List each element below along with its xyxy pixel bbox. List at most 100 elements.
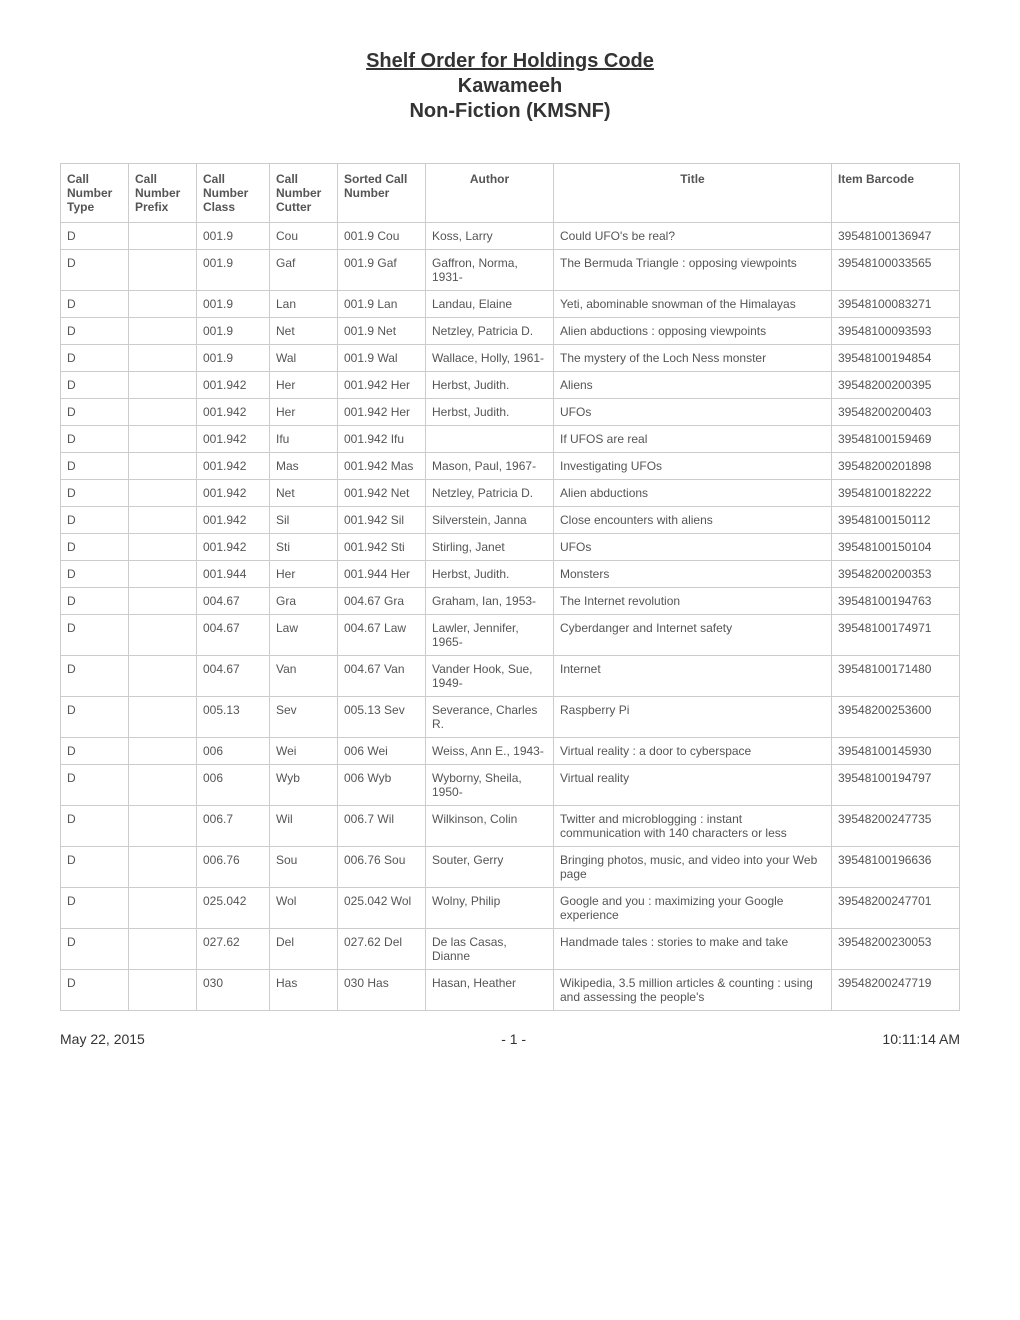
cell-title: Virtual reality xyxy=(554,765,832,806)
table-row: D001.942Sti001.942 StiStirling, JanetUFO… xyxy=(61,534,960,561)
cell-barcode: 39548100150104 xyxy=(832,534,960,561)
cell-class: 006 xyxy=(197,765,270,806)
cell-type: D xyxy=(61,345,129,372)
cell-prefix xyxy=(129,426,197,453)
cell-barcode: 39548100145930 xyxy=(832,738,960,765)
cell-type: D xyxy=(61,765,129,806)
cell-title: The Internet revolution xyxy=(554,588,832,615)
cell-title: Could UFO's be real? xyxy=(554,223,832,250)
cell-sorted: 006 Wei xyxy=(338,738,426,765)
cell-prefix xyxy=(129,765,197,806)
cell-barcode: 39548200247735 xyxy=(832,806,960,847)
cell-prefix xyxy=(129,738,197,765)
cell-barcode: 39548100194763 xyxy=(832,588,960,615)
table-row: D001.944Her001.944 HerHerbst, Judith.Mon… xyxy=(61,561,960,588)
cell-barcode: 39548200201898 xyxy=(832,453,960,480)
cell-cutter: Sti xyxy=(270,534,338,561)
cell-barcode: 39548100083271 xyxy=(832,291,960,318)
table-row: D030Has030 HasHasan, HeatherWikipedia, 3… xyxy=(61,970,960,1011)
cell-author: Vander Hook, Sue, 1949- xyxy=(426,656,554,697)
cell-sorted: 027.62 Del xyxy=(338,929,426,970)
cell-class: 001.942 xyxy=(197,426,270,453)
cell-sorted: 006 Wyb xyxy=(338,765,426,806)
cell-class: 027.62 xyxy=(197,929,270,970)
cell-author: Lawler, Jennifer, 1965- xyxy=(426,615,554,656)
cell-title: Wikipedia, 3.5 million articles & counti… xyxy=(554,970,832,1011)
cell-class: 001.9 xyxy=(197,345,270,372)
cell-author: Wolny, Philip xyxy=(426,888,554,929)
cell-type: D xyxy=(61,806,129,847)
cell-title: Alien abductions : opposing viewpoints xyxy=(554,318,832,345)
cell-type: D xyxy=(61,697,129,738)
cell-type: D xyxy=(61,561,129,588)
cell-sorted: 001.942 Mas xyxy=(338,453,426,480)
cell-prefix xyxy=(129,929,197,970)
cell-cutter: Sil xyxy=(270,507,338,534)
table-row: D006.7Wil006.7 WilWilkinson, ColinTwitte… xyxy=(61,806,960,847)
table-row: D004.67Law004.67 LawLawler, Jennifer, 19… xyxy=(61,615,960,656)
cell-sorted: 001.9 Cou xyxy=(338,223,426,250)
cell-cutter: Sou xyxy=(270,847,338,888)
cell-title: Cyberdanger and Internet safety xyxy=(554,615,832,656)
cell-title: Virtual reality : a door to cyberspace xyxy=(554,738,832,765)
cell-prefix xyxy=(129,847,197,888)
cell-title: Alien abductions xyxy=(554,480,832,507)
cell-type: D xyxy=(61,250,129,291)
cell-prefix xyxy=(129,888,197,929)
table-row: D001.9Cou001.9 CouKoss, LarryCould UFO's… xyxy=(61,223,960,250)
cell-sorted: 001.9 Net xyxy=(338,318,426,345)
cell-title: Raspberry Pi xyxy=(554,697,832,738)
cell-class: 001.9 xyxy=(197,291,270,318)
cell-barcode: 39548100194797 xyxy=(832,765,960,806)
cell-title: If UFOS are real xyxy=(554,426,832,453)
col-header-sorted: Sorted Call Number xyxy=(338,164,426,223)
cell-title: The Bermuda Triangle : opposing viewpoin… xyxy=(554,250,832,291)
cell-author: Silverstein, Janna xyxy=(426,507,554,534)
cell-sorted: 001.942 Net xyxy=(338,480,426,507)
table-row: D006Wyb006 WybWyborny, Sheila, 1950-Virt… xyxy=(61,765,960,806)
cell-title: Handmade tales : stories to make and tak… xyxy=(554,929,832,970)
cell-barcode: 39548100136947 xyxy=(832,223,960,250)
cell-barcode: 39548200200353 xyxy=(832,561,960,588)
cell-author: Netzley, Patricia D. xyxy=(426,318,554,345)
cell-author: Weiss, Ann E., 1943- xyxy=(426,738,554,765)
cell-sorted: 001.9 Gaf xyxy=(338,250,426,291)
cell-author: De las Casas, Dianne xyxy=(426,929,554,970)
cell-sorted: 006.7 Wil xyxy=(338,806,426,847)
cell-prefix xyxy=(129,372,197,399)
cell-cutter: Del xyxy=(270,929,338,970)
cell-class: 004.67 xyxy=(197,615,270,656)
col-header-class: Call Number Class xyxy=(197,164,270,223)
cell-barcode: 39548200200403 xyxy=(832,399,960,426)
col-header-author: Author xyxy=(426,164,554,223)
cell-barcode: 39548100159469 xyxy=(832,426,960,453)
col-header-title: Title xyxy=(554,164,832,223)
cell-title: Internet xyxy=(554,656,832,697)
cell-barcode: 39548200230053 xyxy=(832,929,960,970)
cell-author: Netzley, Patricia D. xyxy=(426,480,554,507)
cell-type: D xyxy=(61,615,129,656)
cell-cutter: Wal xyxy=(270,345,338,372)
cell-type: D xyxy=(61,847,129,888)
cell-barcode: 39548100171480 xyxy=(832,656,960,697)
cell-barcode: 39548100093593 xyxy=(832,318,960,345)
cell-class: 001.942 xyxy=(197,399,270,426)
cell-author: Stirling, Janet xyxy=(426,534,554,561)
cell-sorted: 001.942 Ifu xyxy=(338,426,426,453)
cell-barcode: 39548100150112 xyxy=(832,507,960,534)
col-header-barcode: Item Barcode xyxy=(832,164,960,223)
cell-type: D xyxy=(61,970,129,1011)
cell-cutter: Van xyxy=(270,656,338,697)
report-title: Shelf Order for Holdings Code xyxy=(60,50,960,73)
table-row: D001.9Gaf001.9 GafGaffron, Norma, 1931-T… xyxy=(61,250,960,291)
cell-author: Koss, Larry xyxy=(426,223,554,250)
cell-title: Yeti, abominable snowman of the Himalaya… xyxy=(554,291,832,318)
cell-cutter: Wil xyxy=(270,806,338,847)
cell-prefix xyxy=(129,453,197,480)
cell-type: D xyxy=(61,223,129,250)
cell-barcode: 39548200247719 xyxy=(832,970,960,1011)
cell-class: 001.942 xyxy=(197,453,270,480)
cell-prefix xyxy=(129,318,197,345)
cell-barcode: 39548200253600 xyxy=(832,697,960,738)
cell-cutter: Gra xyxy=(270,588,338,615)
